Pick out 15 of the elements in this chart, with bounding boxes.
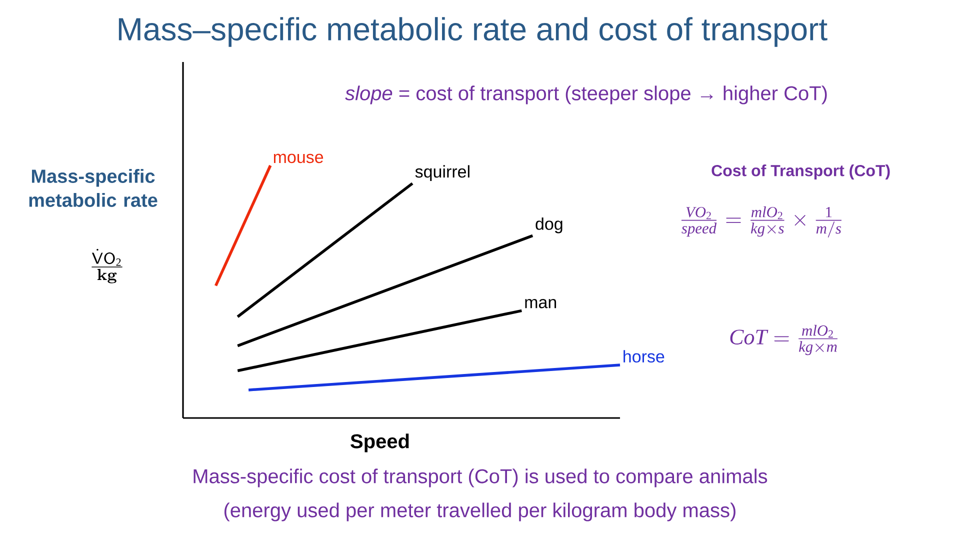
text: slope = cost of transport (steeper slope → higher CoT) (345, 86, 827, 104)
text: $\frac{\dot{\mathsf{V}}\mathsf{O}_2}{\mathbf{kg}}$ (92, 248, 122, 284)
text: (energy used per meter travelled per kilogram body mass) (224, 502, 736, 522)
x-axis-title: Speed (350, 434, 409, 452)
series-label: squirrel (415, 165, 470, 182)
text: Mass-specific cost of transport (CoT) is used to compare animals (194, 468, 768, 488)
chart-title: Mass–specific metabolic rate and cost of transport (118, 17, 828, 47)
series-label: man (525, 298, 556, 308)
text: $\frac{VO_2}{speed}=\frac{mlO_2}{kg\times s}\times\frac{1}{m/s}$ (681, 206, 842, 238)
series-label: mouse (274, 154, 324, 164)
text: $CoT=\frac{mlO_2}{kg\times m}$ (730, 324, 838, 356)
y-axis-title: Mass-specific metabolic rate (29, 169, 158, 207)
series-label: dog (536, 217, 562, 234)
series-label: horse (624, 350, 664, 363)
text: Cost of Transport (CoT) (712, 164, 890, 180)
